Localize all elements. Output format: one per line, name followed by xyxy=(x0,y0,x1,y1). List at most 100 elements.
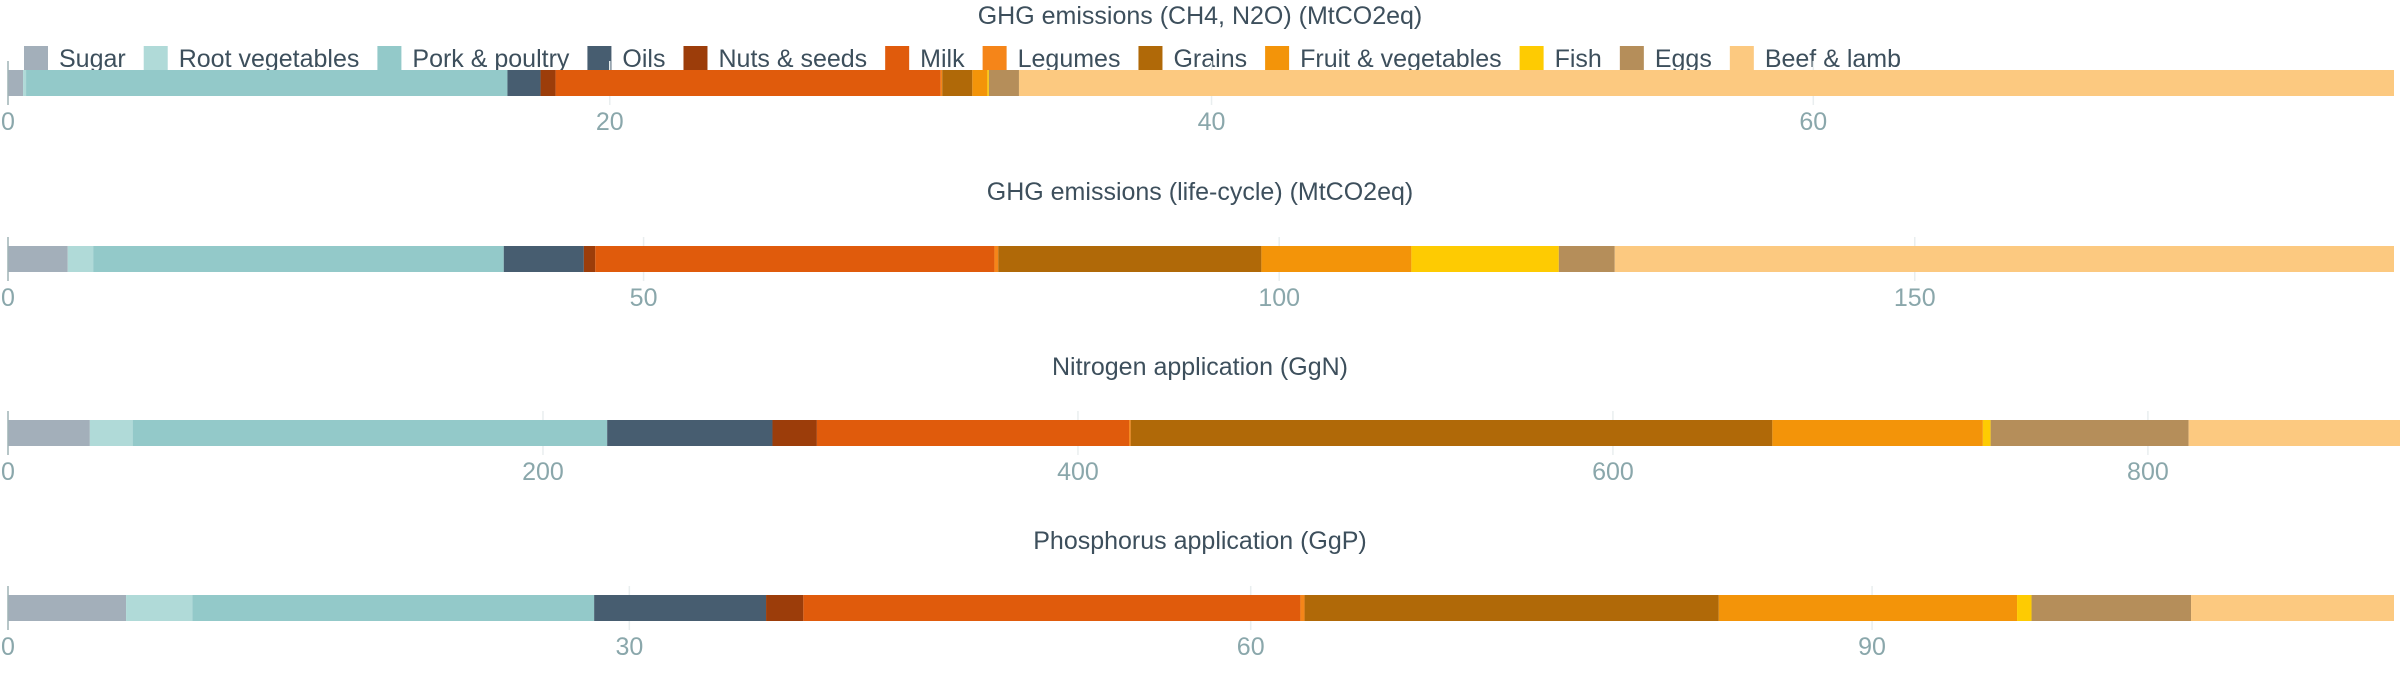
bar-segment-oils[interactable]: Oils: 8.3 xyxy=(594,595,767,621)
bar-segment-legumes[interactable]: Legumes: 0.6 xyxy=(1129,420,1131,446)
bar-segment-fruit-and-vegetables[interactable]: Fruit & vegetables: 0.5 xyxy=(972,70,988,96)
legend-swatch xyxy=(1265,46,1290,70)
legend-item-oils[interactable]: Oils xyxy=(587,45,665,73)
chart-panel-3: Nitrogen application (GgN) Sugar: 30.6Roo… xyxy=(1,353,2400,486)
bar-segment-legumes[interactable]: Legumes: 0.2 xyxy=(1300,595,1305,621)
bar-segment-milk[interactable]: Milk: 12.8 xyxy=(555,70,941,96)
chart-legend: Sugar Root vegetables Pork & poultry Oils Nu… xyxy=(24,45,1901,73)
legend-swatch xyxy=(1729,46,1754,70)
legend-item-fruit-and-vegetables[interactable]: Fruit & vegetables xyxy=(1265,45,1502,73)
panel-title: GHG emissions (life-cycle) (MtCO2eq) xyxy=(987,178,1413,206)
bar-segment-sugar[interactable]: Sugar: 0.5 xyxy=(8,70,24,96)
x-tick-label: 0 xyxy=(1,284,15,312)
bar-segment-legumes[interactable]: Legumes: 0.3 xyxy=(994,246,999,272)
x-tick-label: 400 xyxy=(1057,458,1099,486)
legend-label: Fruit & vegetables xyxy=(1300,45,1502,73)
legend-label: Nuts & seeds xyxy=(718,45,867,73)
bar-segment-fruit-and-vegetables[interactable]: Fruit & vegetables: 11.8 xyxy=(1261,246,1412,272)
chart-panel-2: GHG emissions (life-cycle) (MtCO2eq) Suga… xyxy=(1,178,2394,312)
legend-swatch xyxy=(982,46,1007,70)
x-tick-label: 30 xyxy=(615,633,643,661)
bar-segment-fish[interactable]: Fish: 11.6 xyxy=(1411,246,1559,272)
x-tick-label: 200 xyxy=(522,458,564,486)
legend-item-nuts-and-seeds[interactable]: Nuts & seeds xyxy=(683,45,867,73)
bar-segment-grains[interactable]: Grains: 239.9 xyxy=(1130,420,1773,446)
legend-label: Fish xyxy=(1555,45,1602,73)
bar-segment-sugar[interactable]: Sugar: 5.7 xyxy=(8,595,127,621)
bar-segment-beef-and-lamb[interactable]: Beef & lamb: 45.7 xyxy=(1018,70,2394,96)
legend-swatch xyxy=(1138,46,1163,70)
legend-label: Root vegetables xyxy=(179,45,360,73)
bar-segment-milk[interactable]: Milk: 24 xyxy=(803,595,1301,621)
bar-segment-sugar[interactable]: Sugar: 30.6 xyxy=(8,420,90,446)
legend-item-fish[interactable]: Fish xyxy=(1519,45,1602,73)
legend-swatch xyxy=(587,46,612,70)
bar-segment-nuts-and-seeds[interactable]: Nuts & seeds: 0.9 xyxy=(583,246,596,272)
bar-segment-root-vegetables[interactable]: Root vegetables: 2 xyxy=(67,246,94,272)
bar-segment-milk[interactable]: Milk: 31.4 xyxy=(595,246,995,272)
legend-label: Eggs xyxy=(1655,45,1712,73)
legend-item-beef-and-lamb[interactable]: Beef & lamb xyxy=(1729,45,1901,73)
bar-segment-fish[interactable]: Fish: 2.9 xyxy=(1982,420,1991,446)
x-tick-label: 0 xyxy=(1,108,15,136)
bar-segment-root-vegetables[interactable]: Root vegetables: 0.1 xyxy=(23,70,27,96)
bar-segment-oils[interactable]: Oils: 61.8 xyxy=(607,420,773,446)
legend-item-eggs[interactable]: Eggs xyxy=(1619,45,1712,73)
bar-segment-pork-and-poultry[interactable]: Pork & poultry: 32.3 xyxy=(93,246,504,272)
panel-title: GHG emissions (CH4, N2O) (MtCO2eq) xyxy=(978,2,1423,30)
bar-segment-eggs[interactable]: Eggs: 1 xyxy=(988,70,1019,96)
x-tick-label: 40 xyxy=(1198,108,1226,136)
legend-swatch xyxy=(24,46,48,70)
chart-panels: GHG emissions (CH4, N2O) (MtCO2eq) Sugar:… xyxy=(1,2,2400,661)
bar-segment-oils[interactable]: Oils: 6.3 xyxy=(503,246,584,272)
bar-segment-root-vegetables[interactable]: Root vegetables: 3.2 xyxy=(126,595,193,621)
bar-segment-grains[interactable]: Grains: 20.7 xyxy=(998,246,1262,272)
bar-segment-pork-and-poultry[interactable]: Pork & poultry: 19.4 xyxy=(192,595,595,621)
bar-segment-legumes[interactable]: Legumes: 0.05 xyxy=(940,70,943,96)
bar-segment-pork-and-poultry[interactable]: Pork & poultry: 177.4 xyxy=(132,420,608,446)
bar-segment-beef-and-lamb[interactable]: Beef & lamb: 79.3 xyxy=(2188,420,2400,446)
bar-segment-beef-and-lamb[interactable]: Beef & lamb: 9.8 xyxy=(2191,595,2394,621)
legend-label: Pork & poultry xyxy=(412,45,570,73)
bar-segment-fish[interactable]: Fish: 0.7 xyxy=(2017,595,2032,621)
legend-item-sugar[interactable]: Sugar xyxy=(24,45,126,73)
bar-segment-eggs[interactable]: Eggs: 74 xyxy=(1990,420,2189,446)
legend-swatch xyxy=(377,46,402,70)
legend-label: Grains xyxy=(1173,45,1247,73)
legend-label: Milk xyxy=(920,45,965,73)
legend-swatch xyxy=(143,46,168,70)
legend-item-legumes[interactable]: Legumes xyxy=(982,45,1121,73)
x-tick-label: 150 xyxy=(1894,284,1936,312)
legend-item-root-vegetables[interactable]: Root vegetables xyxy=(143,45,360,73)
bar-segment-fish[interactable]: Fish: 0.05 xyxy=(987,70,989,96)
chart-panel-1: GHG emissions (CH4, N2O) (MtCO2eq) Sugar:… xyxy=(1,2,2394,136)
bar-segment-pork-and-poultry[interactable]: Pork & poultry: 16 xyxy=(26,70,508,96)
panel-title: Nitrogen application (GgN) xyxy=(1052,353,1348,381)
bar-segment-root-vegetables[interactable]: Root vegetables: 16 xyxy=(89,420,133,446)
x-tick-label: 60 xyxy=(1799,108,1827,136)
bar-segment-fruit-and-vegetables[interactable]: Fruit & vegetables: 78.7 xyxy=(1772,420,1983,446)
x-tick-label: 0 xyxy=(1,633,15,661)
bar-segment-fruit-and-vegetables[interactable]: Fruit & vegetables: 14.4 xyxy=(1718,595,2018,621)
x-tick-label: 60 xyxy=(1237,633,1265,661)
bar-segment-sugar[interactable]: Sugar: 4.7 xyxy=(8,246,68,272)
bar-segment-nuts-and-seeds[interactable]: Nuts & seeds: 1.8 xyxy=(766,595,804,621)
bar-segment-milk[interactable]: Milk: 116.7 xyxy=(816,420,1130,446)
panel-title: Phosphorus application (GgP) xyxy=(1033,527,1367,555)
bar-segment-oils[interactable]: Oils: 1.1 xyxy=(507,70,541,96)
bar-segment-grains[interactable]: Grains: 1 xyxy=(942,70,973,96)
bar-segment-nuts-and-seeds[interactable]: Nuts & seeds: 16.6 xyxy=(772,420,817,446)
bar-segment-grains[interactable]: Grains: 20 xyxy=(1304,595,1719,621)
legend-label: Beef & lamb xyxy=(1765,45,1901,73)
legend-item-milk[interactable]: Milk xyxy=(885,45,965,73)
legend-item-pork-and-poultry[interactable]: Pork & poultry xyxy=(377,45,570,73)
bar-segment-eggs[interactable]: Eggs: 7.7 xyxy=(2031,595,2192,621)
legend-label: Sugar xyxy=(59,45,126,73)
bar-segment-nuts-and-seeds[interactable]: Nuts & seeds: 0.5 xyxy=(540,70,556,96)
chart-panel-4: Phosphorus application (GgP) Sugar: 5.7Ro… xyxy=(1,527,2394,661)
x-tick-label: 800 xyxy=(2127,458,2169,486)
legend-item-grains[interactable]: Grains xyxy=(1138,45,1247,73)
bar-segment-beef-and-lamb[interactable]: Beef & lamb: 61.3 xyxy=(1614,246,2394,272)
bar-segment-eggs[interactable]: Eggs: 4.4 xyxy=(1558,246,1615,272)
